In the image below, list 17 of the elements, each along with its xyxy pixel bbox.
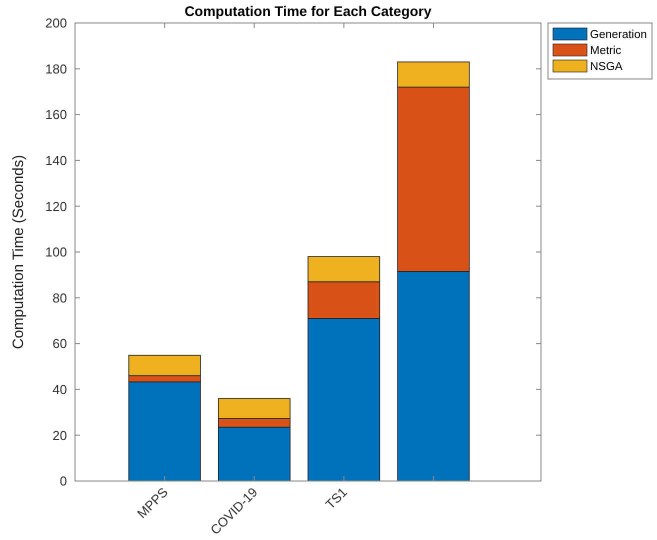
y-tick-label: 80	[52, 290, 67, 306]
y-axis-title: Computation Time (Seconds)	[10, 154, 27, 350]
y-tick-label: 140	[45, 152, 67, 168]
chart-title: Computation Time for Each Category	[184, 3, 432, 19]
legend-label: Generation	[590, 29, 647, 42]
y-tick-label: 40	[52, 382, 67, 397]
x-tick-label: TS1	[322, 484, 350, 512]
y-tick-label: 120	[45, 198, 67, 214]
y-tick-label: 20	[52, 428, 67, 443]
y-tick-label: 60	[52, 336, 67, 352]
y-tick-label: 0	[60, 474, 67, 489]
y-tick-label: 100	[45, 244, 67, 260]
legend-label: Metric	[590, 45, 622, 58]
y-tick-label: 160	[45, 107, 67, 122]
y-tick-label: 180	[45, 61, 67, 76]
y-tick-label: 200	[45, 16, 67, 31]
legend-label: NSGA	[590, 61, 623, 74]
